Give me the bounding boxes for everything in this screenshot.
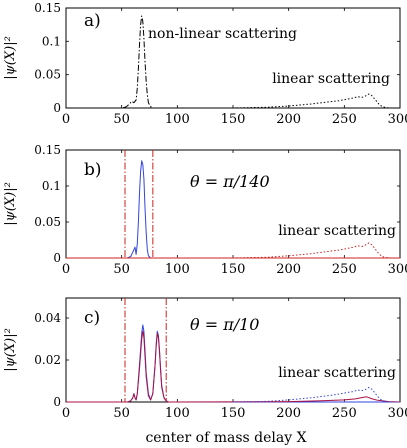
y-tick-label: 0.05 xyxy=(34,68,61,82)
y-tick-label: 0 xyxy=(53,251,61,265)
axes-frame xyxy=(65,297,401,403)
panel-a: 0 50 100 150 200 250 300 0 0.05 0.1 0.15 |ψ(X)|² a) n… xyxy=(3,1,407,127)
panel-c: 0 50 100 150 200 250 300 0 0.02 0.04 |ψ(X)|² c) θ = … xyxy=(3,297,407,421)
y-tick-label: 0.02 xyxy=(34,353,61,367)
series-line-dotted xyxy=(232,242,400,259)
x-tick-label: 50 xyxy=(113,262,130,277)
x-tick-label: 250 xyxy=(332,262,357,277)
series-line-dashdot xyxy=(66,15,400,109)
x-tick-label: 250 xyxy=(332,406,357,421)
panel-label: a) xyxy=(84,11,101,31)
y-axis-label: |ψ(X)|² xyxy=(3,182,18,226)
x-tick-label: 300 xyxy=(388,406,407,421)
x-tick-label: 0 xyxy=(62,406,70,421)
x-tick-label: 300 xyxy=(388,262,407,277)
x-tick-label: 50 xyxy=(113,406,130,421)
annotation: linear scattering xyxy=(278,223,396,239)
y-tick-label: 0.15 xyxy=(34,143,61,157)
y-tick-label: 0.1 xyxy=(42,179,61,193)
x-tick-label: 250 xyxy=(332,112,357,127)
x-tick-label: 150 xyxy=(221,406,246,421)
x-tick-label: 0 xyxy=(62,262,70,277)
y-tick-label: 0 xyxy=(53,101,61,115)
x-tick-label: 100 xyxy=(165,406,190,421)
y-tick-label: 0.15 xyxy=(34,1,61,15)
x-tick-label: 100 xyxy=(165,112,190,127)
panel-label: c) xyxy=(84,308,100,328)
panel-b: 0 50 100 150 200 250 300 0 0.05 0.1 0.15 |ψ(X)|² b) θ… xyxy=(3,143,407,277)
annotation: non-linear scattering xyxy=(148,26,297,42)
series-line-dotted xyxy=(232,386,400,403)
series-line-dotted xyxy=(232,93,400,109)
axes-frame xyxy=(65,7,401,109)
series-line-solid xyxy=(66,324,400,403)
annotation: linear scattering xyxy=(278,365,396,381)
x-axis-label: center of mass delay X xyxy=(145,430,306,446)
series-line-solid xyxy=(66,160,400,259)
x-tick-label: 150 xyxy=(221,262,246,277)
axes-frame xyxy=(65,149,401,259)
y-tick-label: 0.05 xyxy=(34,215,61,229)
panel-label: b) xyxy=(84,160,102,180)
x-tick-label: 50 xyxy=(113,112,130,127)
x-tick-label: 200 xyxy=(276,406,301,421)
panel-title: θ = π/10 xyxy=(190,315,259,334)
y-axis-label: |ψ(X)|² xyxy=(3,36,18,80)
x-tick-label: 200 xyxy=(276,262,301,277)
y-tick-label: 0.1 xyxy=(42,34,61,48)
x-tick-label: 0 xyxy=(62,112,70,127)
series-line-solid xyxy=(66,330,401,403)
annotation: linear scattering xyxy=(272,71,390,87)
y-tick-label: 0.04 xyxy=(34,311,61,325)
x-tick-label: 200 xyxy=(276,112,301,127)
panel-title: θ = π/140 xyxy=(190,172,270,191)
x-tick-label: 150 xyxy=(221,112,246,127)
x-tick-label: 100 xyxy=(165,262,190,277)
y-axis-label: |ψ(X)|² xyxy=(3,328,18,372)
y-tick-label: 0 xyxy=(53,395,61,409)
x-tick-label: 300 xyxy=(388,112,407,127)
